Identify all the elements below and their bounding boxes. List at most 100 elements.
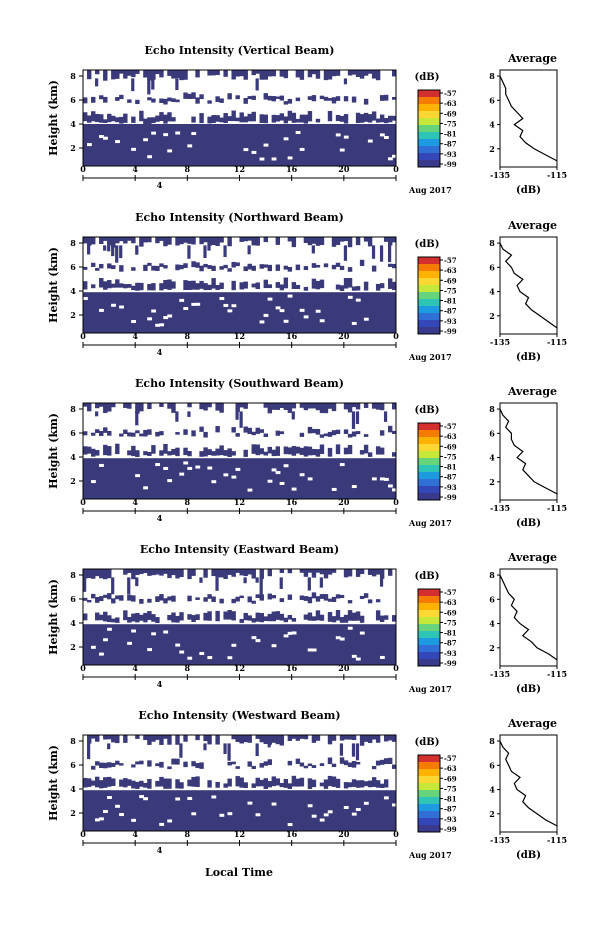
time-tick-label: 20 bbox=[338, 663, 350, 673]
echo-band-cell bbox=[163, 598, 168, 604]
colorbar-frame bbox=[417, 89, 441, 168]
echo-band-cell bbox=[311, 448, 317, 456]
echo-top-cell bbox=[187, 237, 192, 244]
echo-top-cell bbox=[275, 237, 281, 245]
echo-band-cell bbox=[203, 597, 208, 602]
height-axis-label: Height (km) bbox=[47, 413, 60, 489]
echo-top-cell bbox=[363, 237, 369, 242]
echo-top-cell bbox=[323, 403, 329, 414]
local-time-label: Local Time bbox=[205, 866, 273, 879]
echo-gap-cell bbox=[131, 629, 136, 633]
profile-title: Average bbox=[507, 385, 557, 398]
echo-band-cell bbox=[159, 431, 164, 436]
colorbar-label: -93 bbox=[444, 815, 457, 824]
profile-x-label: -135 bbox=[490, 170, 510, 180]
echo-band-cell bbox=[187, 450, 192, 457]
echo-band-cell bbox=[191, 615, 196, 623]
echo-band-cell bbox=[267, 95, 273, 101]
echo-top-cell bbox=[379, 569, 385, 579]
echo-band-cell bbox=[191, 430, 196, 437]
height-tick-label: 2 bbox=[70, 642, 76, 652]
echo-top-cell bbox=[163, 237, 168, 247]
echo-band-cell bbox=[107, 430, 112, 436]
echo-top-cell bbox=[139, 569, 144, 574]
echo-gap-cell bbox=[191, 812, 197, 816]
profile-height-label: 6 bbox=[489, 760, 495, 770]
time-tick-label: 0 bbox=[393, 829, 399, 839]
echo-band-cell bbox=[171, 98, 176, 102]
echo-gap-cell bbox=[299, 147, 305, 151]
echo-top-cell bbox=[299, 403, 305, 408]
echo-top-cell bbox=[283, 403, 289, 410]
echo-streak-cell bbox=[311, 245, 315, 254]
echo-gap-cell bbox=[283, 137, 289, 141]
echo-streak-cell bbox=[187, 411, 191, 417]
echo-top-cell bbox=[375, 70, 381, 81]
colorbar-swatch bbox=[418, 104, 440, 112]
profile-frame bbox=[499, 236, 558, 335]
echo-band-cell bbox=[175, 264, 180, 271]
time-tick-label: 0 bbox=[80, 331, 86, 341]
echo-band-cell bbox=[243, 116, 248, 123]
echo-top-cell bbox=[359, 70, 365, 79]
colorbar-unit: (dB) bbox=[415, 571, 440, 582]
echo-streak-cell bbox=[379, 245, 384, 262]
echo-band-cell bbox=[211, 278, 216, 289]
echo-band-cell bbox=[175, 99, 180, 103]
echo-top-cell bbox=[175, 70, 180, 79]
echo-band-cell bbox=[247, 761, 252, 767]
echo-top-cell bbox=[367, 735, 373, 744]
colorbar-swatch bbox=[418, 118, 440, 126]
echo-band-cell bbox=[283, 265, 289, 270]
echo-band-cell bbox=[339, 285, 345, 291]
echo-band-cell bbox=[339, 115, 345, 122]
colorbar-label: -99 bbox=[444, 160, 457, 169]
echo-band-cell bbox=[159, 450, 164, 456]
echo-band-cell bbox=[83, 266, 88, 270]
colorbar-label: -87 bbox=[444, 639, 457, 648]
echo-top-cell bbox=[187, 569, 192, 580]
echo-band-cell bbox=[239, 618, 244, 623]
echo-band-cell bbox=[359, 615, 365, 623]
echo-band-cell bbox=[379, 447, 385, 455]
echo-band-cell bbox=[327, 98, 333, 101]
time-tick-label: 16 bbox=[286, 497, 298, 507]
echo-band-cell bbox=[375, 446, 381, 455]
echo-band-cell bbox=[191, 92, 196, 99]
colorbar-label: -81 bbox=[444, 629, 457, 638]
echo-band-cell bbox=[259, 114, 264, 123]
echo-band-cell bbox=[303, 266, 309, 271]
echo-band-cell bbox=[243, 98, 248, 104]
echo-band-cell bbox=[363, 281, 369, 291]
colorbar-swatch bbox=[418, 320, 440, 328]
echo-band-cell bbox=[231, 427, 236, 433]
echo-top-cell bbox=[351, 735, 357, 741]
echo-band-cell bbox=[123, 429, 128, 435]
echo-band-cell bbox=[303, 596, 309, 601]
echo-band-cell bbox=[259, 594, 264, 601]
echo-band-cell bbox=[207, 100, 212, 104]
echo-top-cell bbox=[111, 403, 116, 408]
time-tick-label: 0 bbox=[393, 497, 399, 507]
echo-streak-cell bbox=[119, 245, 123, 259]
colorbar-label: -75 bbox=[444, 452, 457, 461]
echo-top-cell bbox=[315, 569, 321, 573]
echo-gap-cell bbox=[307, 477, 313, 481]
echo-band-cell bbox=[347, 600, 353, 604]
echo-gap-cell bbox=[383, 135, 389, 139]
echo-top-cell bbox=[371, 735, 377, 740]
echo-top-cell bbox=[311, 70, 317, 75]
echo-band-cell bbox=[147, 429, 152, 435]
echo-band-cell bbox=[307, 596, 313, 604]
echo-band-cell bbox=[143, 429, 148, 437]
echo-top-cell bbox=[363, 70, 369, 76]
profile-height-label: 4 bbox=[489, 453, 495, 463]
echo-gap-cell bbox=[103, 809, 108, 813]
echo-band-cell bbox=[199, 762, 204, 769]
echo-band-cell bbox=[151, 265, 156, 271]
echo-top-cell bbox=[275, 735, 281, 745]
time-tick-label: 20 bbox=[338, 331, 350, 341]
echo-band-cell bbox=[183, 447, 188, 456]
echo-top-cell bbox=[315, 70, 321, 79]
